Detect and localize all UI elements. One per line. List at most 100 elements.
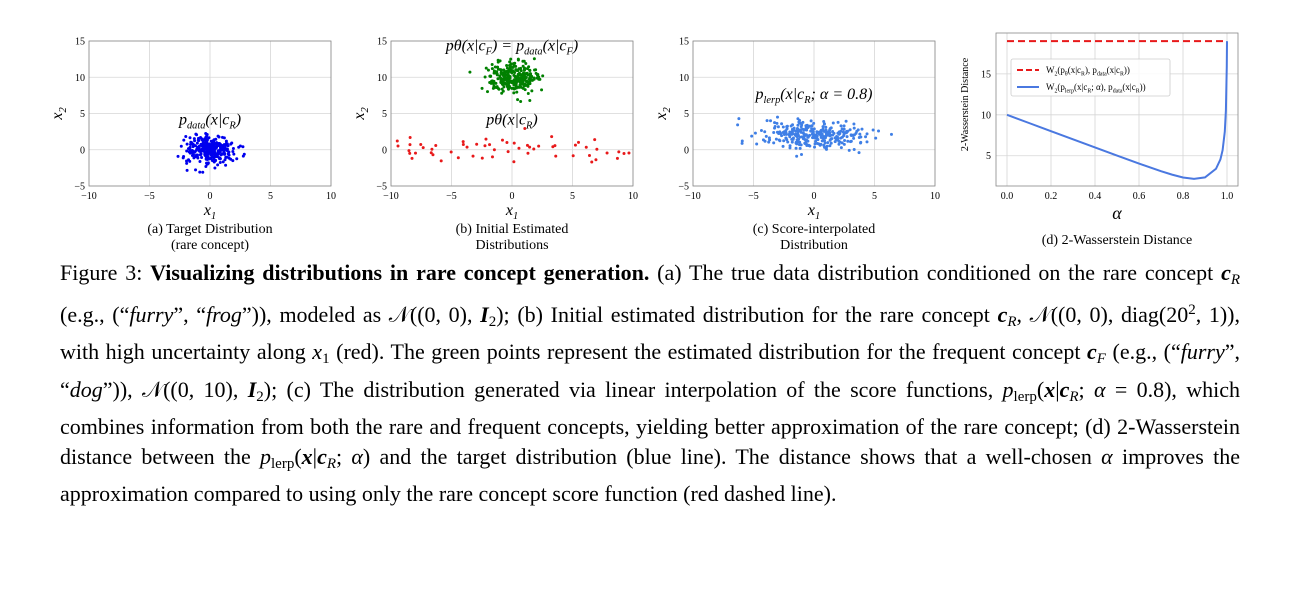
scatter-point: [823, 136, 827, 140]
scatter-point: [846, 139, 850, 143]
scatter-point: [181, 156, 185, 160]
scatter-point: [835, 134, 839, 138]
scatter-point: [605, 151, 609, 155]
subfigure-caption: (a) Target Distribution: [147, 222, 272, 237]
x-tick-label: 0: [812, 191, 817, 202]
scatter-point: [185, 142, 189, 146]
scatter-point: [809, 119, 813, 123]
scatter-point: [408, 136, 412, 140]
scatter-point: [785, 132, 789, 136]
scatter-point: [182, 138, 186, 142]
scatter-point: [203, 152, 207, 156]
scatter-point: [865, 132, 869, 136]
scatter-point: [804, 133, 808, 137]
scatter-point: [821, 125, 825, 129]
scatter-point: [527, 65, 531, 69]
caption-segment: c: [1087, 339, 1097, 364]
scatter-point: [622, 151, 626, 155]
scatter-point: [500, 138, 504, 142]
scatter-point: [736, 123, 740, 127]
scatter-point: [449, 150, 453, 154]
scatter-point: [864, 135, 868, 139]
scatter-point: [495, 85, 499, 89]
scatter-point: [490, 67, 494, 71]
x-tick-label: −5: [144, 191, 155, 202]
scatter-point: [200, 155, 204, 159]
scatter-point: [206, 161, 210, 165]
scatter-point: [483, 75, 487, 79]
scatter-point: [205, 149, 209, 153]
scatter-point: [513, 70, 517, 74]
scatter-point: [434, 143, 438, 147]
scatter-point: [822, 122, 826, 126]
scatter-point: [842, 132, 846, 136]
scatter-point: [514, 81, 518, 85]
scatter-point: [841, 130, 845, 134]
scatter-point: [794, 146, 798, 150]
caption-segment: dog: [69, 376, 103, 402]
scatter-point: [553, 144, 557, 148]
caption-segment: ”)), 𝒩((0, 10),: [102, 376, 248, 402]
caption-segment: c: [997, 301, 1008, 327]
caption-segment: R: [1007, 313, 1017, 330]
caption-segment: x: [312, 339, 323, 364]
plot-frame: [995, 32, 1239, 187]
scatter-point: [840, 127, 844, 131]
scatter-point: [797, 120, 801, 124]
scatter-point: [816, 138, 820, 142]
scatter-point: [521, 72, 525, 76]
scatter-point: [407, 149, 411, 153]
scatter-point: [816, 130, 820, 134]
scatter-point: [241, 154, 245, 158]
caption-segment: (: [1036, 376, 1045, 402]
y-tick-label: 15: [377, 37, 387, 48]
x-tick-label: 0.2: [1045, 191, 1058, 202]
scatter-point: [846, 129, 850, 133]
caption-segment: ”, “: [60, 339, 1241, 402]
scatter-point: [221, 160, 225, 164]
scatter-point: [842, 124, 846, 128]
scatter-point: [223, 158, 227, 162]
scatter-point: [496, 60, 500, 64]
subfigure-caption: (b) Initial Estimated: [456, 222, 569, 237]
scatter-point: [808, 144, 812, 148]
caption-segment: ;: [1078, 376, 1094, 402]
caption-segment: (red). The green points represent the es…: [329, 339, 1087, 364]
scatter-point: [806, 135, 810, 139]
scatter-point: [226, 152, 230, 156]
scatter-point: [497, 87, 501, 91]
scatter-point: [554, 154, 558, 158]
scatter-point: [505, 141, 509, 145]
scatter-point: [828, 144, 832, 148]
scatter-point: [786, 140, 790, 144]
scatter-point: [839, 146, 843, 150]
scatter-point: [750, 134, 754, 138]
scatter-point: [753, 131, 757, 135]
scatter-point: [419, 143, 423, 147]
scatter-point: [456, 156, 460, 160]
caption-segment: 2: [1188, 301, 1196, 318]
scatter-point: [541, 74, 545, 78]
scatter-point: [194, 132, 198, 136]
scatter-point: [524, 62, 528, 66]
scatter-point: [528, 145, 532, 149]
scatter-point: [516, 98, 520, 102]
caption-segment: R: [1230, 272, 1240, 288]
x-tick-label: 5: [268, 191, 273, 202]
caption-segment: lerp: [1013, 388, 1037, 405]
scatter-point: [213, 166, 217, 170]
scatter-point: [834, 138, 838, 142]
scatter-point: [594, 158, 598, 162]
x-axis-label: α: [1112, 203, 1122, 223]
caption-segment: furry: [129, 301, 174, 327]
scatter-point: [823, 139, 827, 143]
scatter-point: [848, 128, 852, 132]
scatter-point: [421, 146, 425, 150]
scatter-point: [525, 143, 529, 147]
scatter-point: [810, 124, 814, 128]
subfigure-caption: (d) 2-Wasserstein Distance: [1042, 233, 1193, 248]
scatter-point: [190, 149, 194, 153]
scatter-point: [778, 139, 782, 143]
subfigure-caption: (c) Score-interpolated: [753, 222, 875, 237]
